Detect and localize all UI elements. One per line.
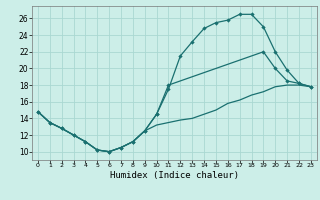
X-axis label: Humidex (Indice chaleur): Humidex (Indice chaleur) — [110, 171, 239, 180]
